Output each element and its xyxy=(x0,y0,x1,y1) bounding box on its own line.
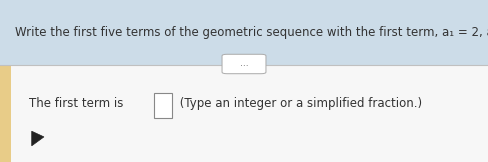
FancyBboxPatch shape xyxy=(154,93,172,118)
Polygon shape xyxy=(32,131,44,146)
FancyBboxPatch shape xyxy=(0,65,488,162)
FancyBboxPatch shape xyxy=(0,0,488,65)
Text: Write the first five terms of the geometric sequence with the first term, a₁ = 2: Write the first five terms of the geomet… xyxy=(15,26,488,39)
Text: The first term is: The first term is xyxy=(29,97,123,110)
FancyBboxPatch shape xyxy=(222,54,266,74)
FancyBboxPatch shape xyxy=(0,65,11,162)
Text: (Type an integer or a simplified fraction.): (Type an integer or a simplified fractio… xyxy=(176,97,422,110)
Text: ...: ... xyxy=(240,59,248,69)
